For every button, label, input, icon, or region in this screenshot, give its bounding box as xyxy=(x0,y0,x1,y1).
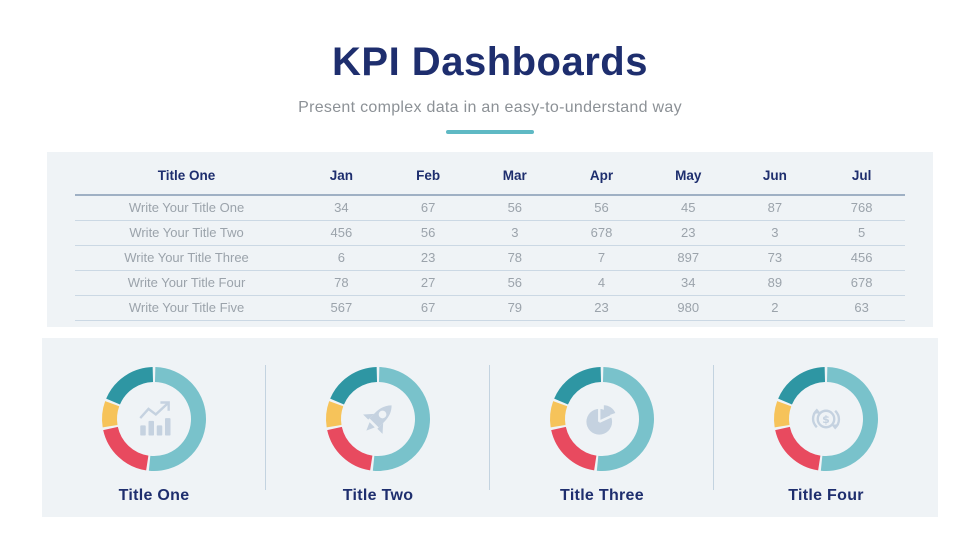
table-cell: 4 xyxy=(558,270,645,296)
money-transfer-icon: $ xyxy=(796,389,856,449)
table-cell: 456 xyxy=(298,220,385,246)
table-header-cell: Apr xyxy=(558,157,645,196)
table-header-cell: Jun xyxy=(731,157,819,196)
pie-chart-icon xyxy=(572,389,632,449)
page-title: KPI Dashboards xyxy=(332,40,648,84)
table-cell: 7 xyxy=(558,245,645,271)
page-subtitle: Present complex data in an easy-to-under… xyxy=(298,99,682,116)
table-header-cell: Feb xyxy=(384,157,472,196)
section-divider xyxy=(489,365,490,490)
slide-header: KPI Dashboards Present complex data in a… xyxy=(0,40,980,134)
table-cell: 897 xyxy=(644,245,732,271)
table-cell: 63 xyxy=(818,295,905,321)
table-cell: 23 xyxy=(644,220,732,246)
table-row: Write Your Title One 34 67 56 56 45 87 7… xyxy=(75,195,905,221)
table-row: Write Your Title Two 456 56 3 678 23 3 5 xyxy=(75,220,905,246)
table-cell: 980 xyxy=(644,295,732,321)
table-cell: 3 xyxy=(471,220,559,246)
table-cell: 89 xyxy=(731,270,819,296)
section-divider xyxy=(265,365,266,490)
table-row: Write Your Title Five 567 67 79 23 980 2… xyxy=(75,295,905,321)
donut-section-three: Title Three xyxy=(490,338,714,517)
row-label: Write Your Title Three xyxy=(75,245,299,271)
table-cell: 56 xyxy=(471,270,559,296)
donut-label: Title Two xyxy=(342,487,414,504)
table-cell: 45 xyxy=(644,195,732,221)
table-header-cell: Title One xyxy=(75,157,299,196)
table-cell: 56 xyxy=(384,220,472,246)
growth-chart-icon xyxy=(124,389,184,449)
table-cell: 5 xyxy=(818,220,905,246)
table-cell: 56 xyxy=(558,195,645,221)
donut-label: Title One xyxy=(118,487,190,504)
table-cell: 3 xyxy=(731,220,819,246)
row-label: Write Your Title Four xyxy=(75,270,299,296)
row-label: Write Your Title Two xyxy=(75,220,299,246)
table-cell: 23 xyxy=(384,245,472,271)
table-header-cell: May xyxy=(644,157,732,196)
table-cell: 6 xyxy=(298,245,385,271)
donut-section-four: $ Title Four xyxy=(714,338,938,517)
table-panel: Title One Jan Feb Mar Apr May Jun Jul Wr… xyxy=(47,152,933,327)
kpi-table: Title One Jan Feb Mar Apr May Jun Jul Wr… xyxy=(75,157,905,321)
svg-text:$: $ xyxy=(822,413,830,426)
table-cell: 678 xyxy=(818,270,905,296)
donut-chart xyxy=(546,363,658,475)
table-cell: 87 xyxy=(731,195,819,221)
table-header-cell: Jul xyxy=(818,157,905,196)
table-cell: 67 xyxy=(384,295,472,321)
donut-label: Title Four xyxy=(788,487,864,504)
donut-chart xyxy=(98,363,210,475)
table-cell: 768 xyxy=(818,195,905,221)
row-label: Write Your Title One xyxy=(75,195,299,221)
section-divider xyxy=(713,365,714,490)
table-cell: 34 xyxy=(298,195,385,221)
table-cell: 23 xyxy=(558,295,645,321)
table-cell: 78 xyxy=(471,245,559,271)
table-cell: 2 xyxy=(731,295,819,321)
donut-chart xyxy=(322,363,434,475)
accent-bar xyxy=(446,130,534,134)
table-cell: 67 xyxy=(384,195,472,221)
table-cell: 73 xyxy=(731,245,819,271)
table-row: Write Your Title Four 78 27 56 4 34 89 6… xyxy=(75,270,905,296)
donut-section-two: Title Two xyxy=(266,338,490,517)
table-cell: 567 xyxy=(298,295,385,321)
table-header-cell: Mar xyxy=(471,157,559,196)
donut-section-one: Title One xyxy=(42,338,266,517)
donut-label: Title Three xyxy=(560,487,644,504)
donut-panel: Title One Title Two xyxy=(42,338,938,517)
table-cell: 678 xyxy=(558,220,645,246)
row-label: Write Your Title Five xyxy=(75,295,299,321)
table-row: Write Your Title Three 6 23 78 7 897 73 … xyxy=(75,245,905,271)
donut-chart: $ xyxy=(770,363,882,475)
table-cell: 78 xyxy=(298,270,385,296)
table-header-row: Title One Jan Feb Mar Apr May Jun Jul xyxy=(75,157,905,196)
table-header-cell: Jan xyxy=(298,157,385,196)
table-cell: 34 xyxy=(644,270,732,296)
rocket-icon xyxy=(348,389,408,449)
table-cell: 27 xyxy=(384,270,472,296)
table-cell: 79 xyxy=(471,295,559,321)
table-cell: 456 xyxy=(818,245,905,271)
table-cell: 56 xyxy=(471,195,559,221)
